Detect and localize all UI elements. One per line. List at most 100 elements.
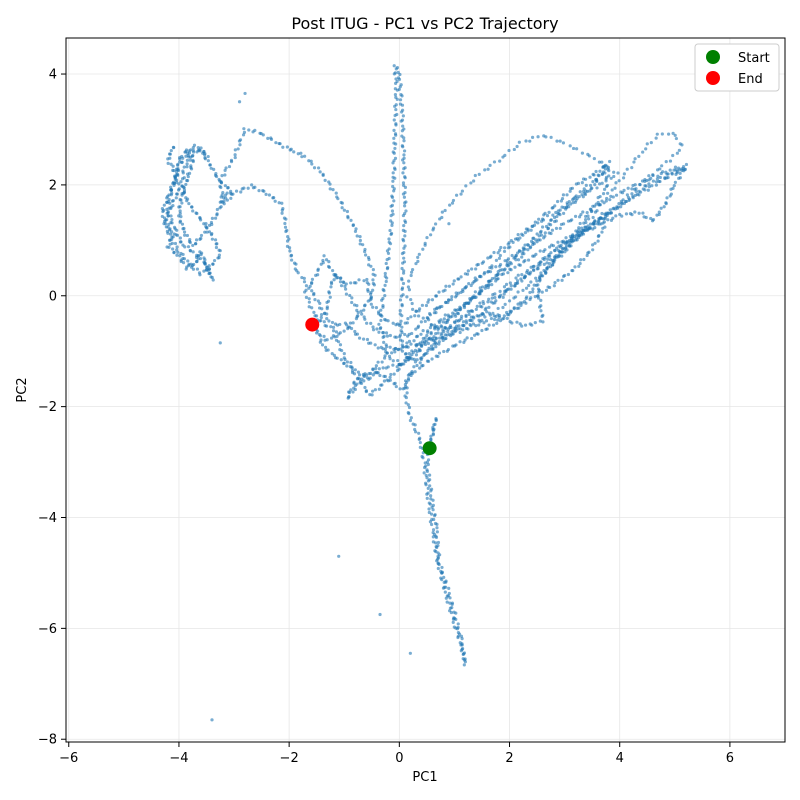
trajectory-point xyxy=(520,279,524,283)
trajectory-point xyxy=(426,359,431,363)
trajectory-point xyxy=(421,247,425,251)
trajectory-point xyxy=(617,179,621,183)
trajectory-point xyxy=(644,147,648,151)
trajectory-point xyxy=(552,260,556,264)
trajectory-point xyxy=(522,247,526,251)
trajectory-point xyxy=(391,150,395,154)
trajectory-point xyxy=(418,445,422,449)
trajectory-point xyxy=(425,235,429,240)
trajectory-point xyxy=(564,240,568,244)
trajectory-point xyxy=(184,154,188,158)
trajectory-point xyxy=(448,601,452,605)
trajectory-point xyxy=(553,280,557,285)
trajectory-point xyxy=(478,301,482,305)
trajectory-point xyxy=(392,199,396,203)
trajectory-point xyxy=(657,210,661,214)
legend: Start End xyxy=(694,43,780,92)
trajectory-point xyxy=(425,496,429,500)
trajectory-point xyxy=(401,239,406,243)
trajectory-point xyxy=(227,164,232,169)
trajectory-point xyxy=(583,217,588,222)
y-tick-label: −6 xyxy=(38,622,57,637)
trajectory-point xyxy=(281,206,285,211)
trajectory-point xyxy=(450,295,454,299)
trajectory-point xyxy=(394,384,398,389)
trajectory-point xyxy=(523,258,527,263)
trajectory-point xyxy=(327,291,331,295)
trajectory-point xyxy=(187,201,191,206)
trajectory-point xyxy=(531,236,535,240)
trajectory-point xyxy=(484,319,489,323)
trajectory-point xyxy=(473,173,477,178)
trajectory-point xyxy=(490,264,494,268)
trajectory-point xyxy=(528,322,532,326)
trajectory-point xyxy=(503,246,507,250)
trajectory-point xyxy=(559,222,564,227)
trajectory-point xyxy=(412,339,416,343)
trajectory-point xyxy=(172,146,176,150)
trajectory-point xyxy=(565,244,569,248)
trajectory-point xyxy=(402,269,406,273)
trajectory-point xyxy=(438,305,442,309)
trajectory-point xyxy=(486,256,490,260)
trajectory-point xyxy=(310,306,314,310)
trajectory-point xyxy=(480,312,484,316)
trajectory-point xyxy=(396,358,400,363)
trajectory-point xyxy=(619,190,623,194)
trajectory-point xyxy=(418,440,422,445)
trajectory-point xyxy=(489,300,493,304)
trajectory-point xyxy=(407,279,411,283)
trajectory-point xyxy=(610,188,614,192)
trajectory-point xyxy=(549,218,553,222)
trajectory-point xyxy=(355,377,360,381)
trajectory-point xyxy=(547,231,551,235)
trajectory-point xyxy=(571,198,575,202)
trajectory-point xyxy=(215,207,219,212)
trajectory-point xyxy=(175,245,179,249)
trajectory-point xyxy=(407,405,412,410)
trajectory-point xyxy=(568,144,572,148)
trajectory-point xyxy=(533,295,537,299)
trajectory-point xyxy=(300,155,304,159)
trajectory-point xyxy=(526,229,530,233)
trajectory-point xyxy=(421,316,425,320)
trajectory-point xyxy=(578,221,582,226)
trajectory-point xyxy=(473,295,477,300)
trajectory-point xyxy=(407,352,411,356)
trajectory-point xyxy=(247,128,251,132)
trajectory-point xyxy=(408,418,413,423)
trajectory-point xyxy=(667,132,671,136)
trajectory-point xyxy=(538,319,542,323)
trajectory-point xyxy=(467,312,471,317)
trajectory-point xyxy=(466,269,470,273)
trajectory-point xyxy=(498,159,502,163)
trajectory-point xyxy=(381,331,386,335)
trajectory-point xyxy=(377,330,381,334)
trajectory-point xyxy=(426,491,430,495)
trajectory-point xyxy=(405,355,409,360)
trajectory-point xyxy=(462,663,466,667)
trajectory-point xyxy=(170,230,174,234)
trajectory-point xyxy=(211,262,215,266)
y-axis-ticks: −8 −6 −4 −2 0 2 4 xyxy=(38,68,66,748)
trajectory-point xyxy=(620,214,624,218)
trajectory-point xyxy=(215,212,219,216)
trajectory-point xyxy=(391,184,395,189)
trajectory-point xyxy=(453,329,457,334)
trajectory-point xyxy=(429,489,433,493)
trajectory-point xyxy=(180,184,184,188)
trajectory-point xyxy=(342,208,346,212)
trajectory-point xyxy=(182,176,186,180)
trajectory-point xyxy=(630,187,634,191)
trajectory-point xyxy=(470,336,474,341)
trajectory-point xyxy=(171,164,175,168)
trajectory-point xyxy=(170,241,174,245)
trajectory-point xyxy=(441,289,445,293)
trajectory-point xyxy=(429,522,434,527)
trajectory-point xyxy=(282,216,287,220)
trajectory-point xyxy=(307,159,311,163)
trajectory-point xyxy=(409,373,413,378)
trajectory-point xyxy=(593,241,597,245)
trajectory-point xyxy=(525,269,530,273)
trajectory-point xyxy=(429,330,433,335)
